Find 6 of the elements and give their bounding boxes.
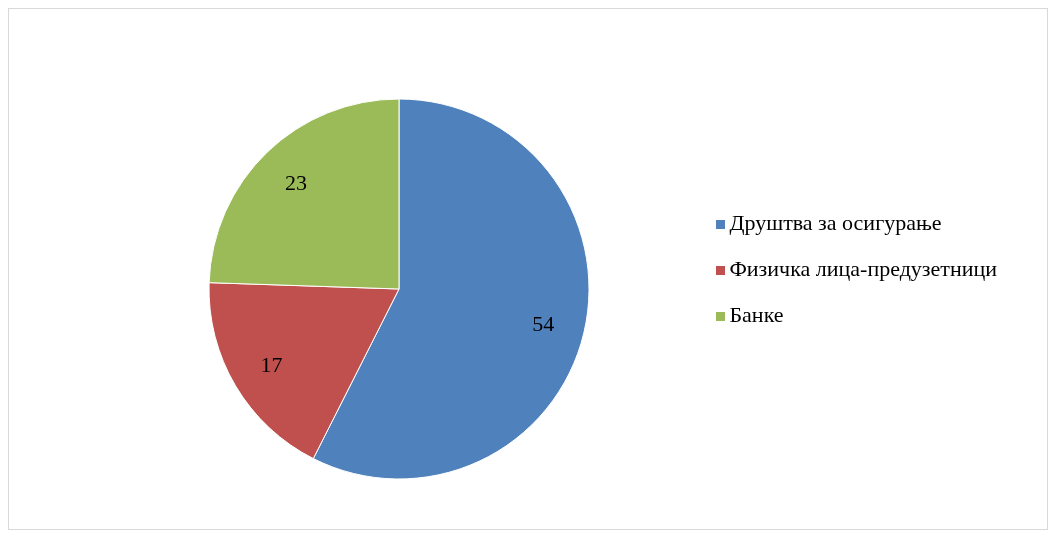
legend-label: Банке xyxy=(729,302,784,327)
legend-label: Физичка лица-предузетници xyxy=(729,256,997,281)
legend-label: Друштва за осигурање xyxy=(729,210,942,235)
data-label: 54 xyxy=(532,310,555,336)
data-label: 23 xyxy=(284,169,307,195)
data-label: 17 xyxy=(260,352,283,378)
